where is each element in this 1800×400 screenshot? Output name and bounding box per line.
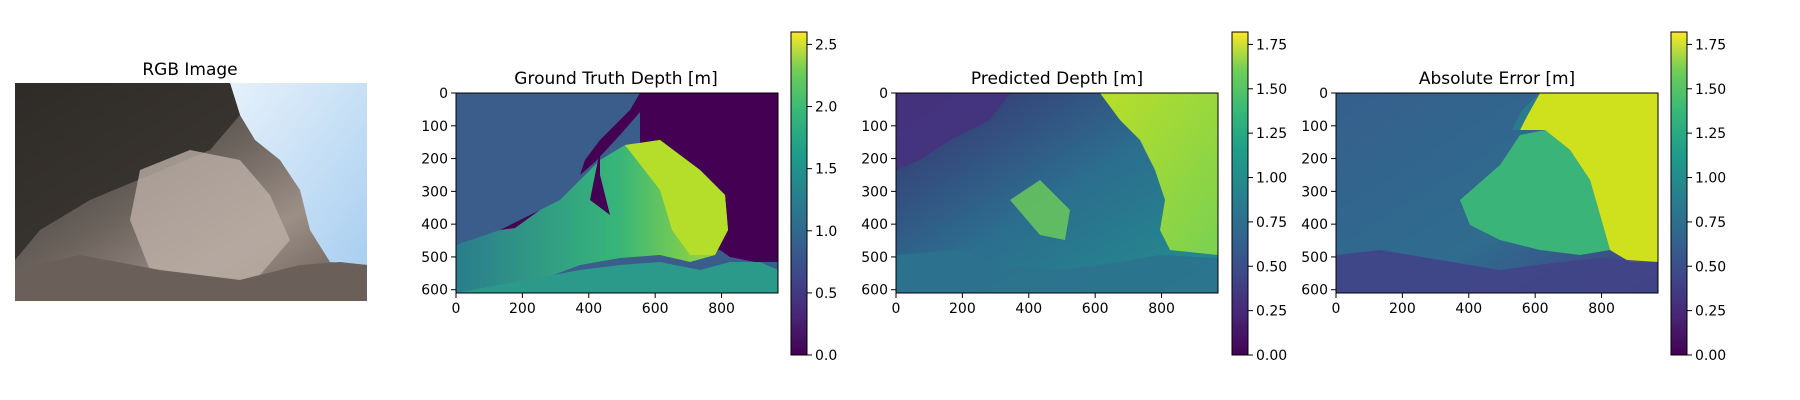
ytick-label-ground-truth: 300 [421, 184, 448, 200]
xtick-label-error: 600 [1522, 301, 1549, 317]
xtick-label-error: 400 [1455, 301, 1482, 317]
panel-ground-truth: Ground Truth Depth [m] 0 200 400 600 800 0 10… [421, 31, 837, 364]
ytick-label-ground-truth: 500 [421, 250, 448, 266]
yticks-ground-truth: 0 100 200 300 400 500 600 [421, 86, 456, 299]
colorbar-tick-label-predicted: 0.50 [1256, 259, 1287, 275]
axes-frame-error [1335, 92, 1659, 294]
colorbar-tick-label-ground-truth: 0.0 [815, 348, 837, 364]
xtick-label-predicted: 800 [1148, 301, 1175, 317]
colorbar-tick-label-error: 0.50 [1695, 259, 1726, 275]
xtick-label-predicted: 400 [1015, 301, 1042, 317]
colorbar-tick-label-ground-truth: 1.5 [815, 162, 837, 178]
ytick-label-error: 400 [1301, 217, 1328, 233]
xtick-label-ground-truth: 400 [575, 301, 602, 317]
colorbar-tick-label-predicted: 1.50 [1256, 82, 1287, 98]
panel-error: Absolute Error [m] 0 200 400 600 800 0 100 200… [1301, 31, 1726, 364]
colorbar-tick-label-predicted: 1.75 [1256, 37, 1287, 53]
title-error: Absolute Error [m] [1419, 69, 1575, 89]
ytick-label-ground-truth: 400 [421, 217, 448, 233]
xticks-ground-truth: 0 200 400 600 800 [452, 293, 735, 317]
colorbar-tick-label-predicted: 0.75 [1256, 215, 1287, 231]
panel-predicted: Predicted Depth [m] 0 200 400 600 800 0 100 20… [861, 31, 1287, 364]
xtick-label-ground-truth: 600 [642, 301, 669, 317]
yticks-predicted: 0 100 200 300 400 500 600 [861, 86, 896, 299]
colorbar-tick-label-error: 0.25 [1695, 304, 1726, 320]
colorbar-ticks-ground-truth: 0.0 0.5 1.0 1.5 2.0 2.5 [807, 37, 837, 364]
xtick-label-ground-truth: 800 [708, 301, 735, 317]
colorbar-ticks-error: 0.00 0.25 0.50 0.75 1.00 1.25 1.50 1.75 [1687, 37, 1726, 364]
colorbar-ticks-predicted: 0.00 0.25 0.50 0.75 1.00 1.25 1.50 1.75 [1248, 37, 1287, 364]
colorbar-tick-label-error: 1.00 [1695, 171, 1726, 187]
colorbar-tick-label-error: 1.25 [1695, 126, 1726, 142]
ytick-label-error: 600 [1301, 283, 1328, 299]
ytick-label-predicted: 600 [861, 283, 888, 299]
title-rgb: RGB Image [142, 60, 237, 80]
colorbar-tick-label-error: 0.00 [1695, 348, 1726, 364]
heatmap-error [1336, 93, 1658, 293]
xtick-label-ground-truth: 0 [452, 301, 461, 317]
yticks-error: 0 100 200 300 400 500 600 [1301, 86, 1336, 299]
ytick-label-ground-truth: 600 [421, 283, 448, 299]
xtick-label-error: 0 [1332, 301, 1341, 317]
xtick-label-error: 800 [1588, 301, 1615, 317]
heatmap-ground-truth [456, 93, 778, 293]
colorbar-tick-label-predicted: 1.25 [1256, 126, 1287, 142]
colorbar-ground-truth: 0.0 0.5 1.0 1.5 2.0 2.5 [790, 31, 837, 364]
colorbar-tick-label-error: 1.50 [1695, 82, 1726, 98]
colorbar-tick-label-ground-truth: 2.5 [815, 37, 837, 53]
xtick-label-error: 200 [1389, 301, 1416, 317]
xtick-label-ground-truth: 200 [509, 301, 536, 317]
title-ground-truth: Ground Truth Depth [m] [514, 69, 717, 89]
ytick-label-error: 500 [1301, 250, 1328, 266]
panel-rgb: RGB Image [15, 60, 367, 301]
ytick-label-predicted: 0 [879, 86, 888, 102]
colorbar-tick-label-ground-truth: 2.0 [815, 100, 837, 116]
colorbar-tick-label-predicted: 1.00 [1256, 171, 1287, 187]
ytick-label-ground-truth: 0 [439, 86, 448, 102]
colorbar-predicted: 0.00 0.25 0.50 0.75 1.00 1.25 1.50 1.75 [1231, 31, 1287, 364]
ytick-label-error: 0 [1319, 86, 1328, 102]
axes-frame-predicted [895, 92, 1219, 294]
colorbar-tick-label-error: 0.75 [1695, 215, 1726, 231]
colorbar-error: 0.00 0.25 0.50 0.75 1.00 1.25 1.50 1.75 [1670, 31, 1726, 364]
xtick-label-predicted: 600 [1082, 301, 1109, 317]
colorbar-gradient-predicted [1231, 31, 1249, 356]
xticks-predicted: 0 200 400 600 800 [892, 293, 1175, 317]
colorbar-tick-label-error: 1.75 [1695, 37, 1726, 53]
ytick-label-predicted: 100 [861, 119, 888, 135]
ytick-label-predicted: 300 [861, 184, 888, 200]
ytick-label-error: 200 [1301, 152, 1328, 168]
colorbar-tick-label-predicted: 0.00 [1256, 348, 1287, 364]
colorbar-gradient-error [1670, 31, 1688, 356]
ytick-label-error: 100 [1301, 119, 1328, 135]
xticks-error: 0 200 400 600 800 [1332, 293, 1615, 317]
ytick-label-error: 300 [1301, 184, 1328, 200]
axes-frame-ground-truth [455, 92, 779, 294]
xtick-label-predicted: 200 [949, 301, 976, 317]
colorbar-tick-label-ground-truth: 1.0 [815, 224, 837, 240]
colorbar-gradient-ground-truth [790, 31, 808, 356]
colorbar-tick-label-predicted: 0.25 [1256, 304, 1287, 320]
xtick-label-predicted: 0 [892, 301, 901, 317]
rgb-image [15, 83, 367, 301]
heatmap-predicted [896, 93, 1218, 293]
ytick-label-ground-truth: 100 [421, 119, 448, 135]
title-predicted: Predicted Depth [m] [971, 69, 1143, 89]
colorbar-tick-label-ground-truth: 0.5 [815, 286, 837, 302]
ytick-label-predicted: 500 [861, 250, 888, 266]
ytick-label-ground-truth: 200 [421, 152, 448, 168]
ytick-label-predicted: 400 [861, 217, 888, 233]
ytick-label-predicted: 200 [861, 152, 888, 168]
